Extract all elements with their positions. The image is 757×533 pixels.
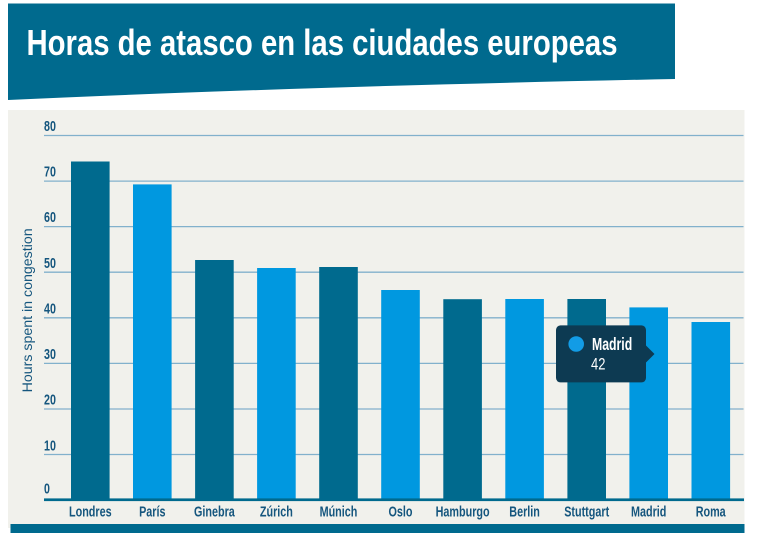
svg-text:40: 40 (44, 302, 56, 318)
svg-text:Madrid: Madrid (592, 334, 632, 354)
svg-text:Zúrich: Zúrich (260, 504, 293, 520)
svg-text:Horas de atasco en las ciudade: Horas de atasco en las ciudades europeas (27, 22, 618, 63)
svg-text:Hamburgo: Hamburgo (436, 504, 490, 520)
svg-text:70: 70 (44, 165, 56, 181)
svg-text:Berlin: Berlin (509, 504, 540, 520)
svg-text:20: 20 (44, 393, 56, 409)
svg-text:10: 10 (44, 438, 56, 454)
svg-text:80: 80 (44, 119, 56, 135)
svg-text:30: 30 (44, 347, 56, 363)
svg-text:Ginebra: Ginebra (194, 504, 235, 520)
svg-text:Londres: Londres (69, 504, 112, 520)
svg-text:Hours spent in congestion: Hours spent in congestion (20, 228, 35, 392)
svg-text:Roma: Roma (696, 504, 727, 520)
svg-text:París: París (139, 504, 165, 520)
svg-text:60: 60 (44, 210, 56, 226)
svg-text:50: 50 (44, 256, 56, 272)
svg-text:42: 42 (591, 354, 605, 373)
svg-text:Oslo: Oslo (389, 504, 413, 520)
svg-text:Stuttgart: Stuttgart (564, 504, 609, 520)
svg-text:Múnich: Múnich (320, 504, 358, 520)
svg-text:Madrid: Madrid (631, 504, 666, 520)
svg-text:0: 0 (44, 482, 50, 498)
